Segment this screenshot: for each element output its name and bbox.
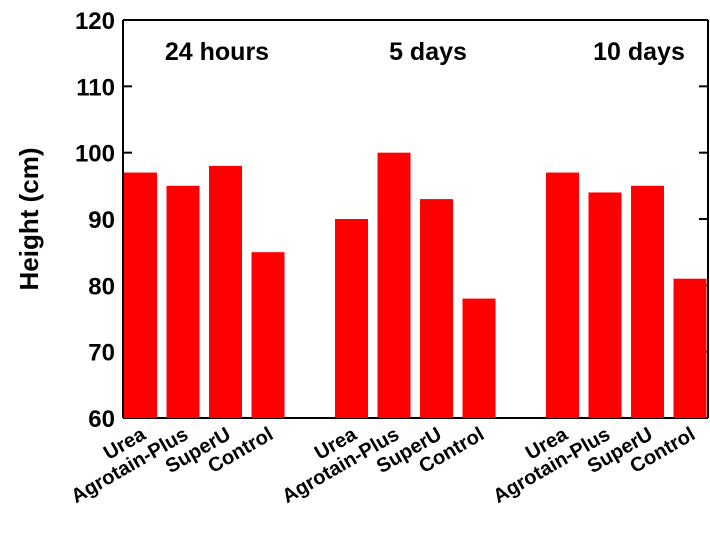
y-tick-label: 110	[76, 74, 115, 101]
bar	[209, 165, 242, 418]
group-label: 24 hours	[165, 38, 269, 66]
y-tick-label: 100	[75, 141, 115, 168]
bar	[124, 172, 157, 418]
bar	[462, 298, 496, 418]
bar	[631, 185, 664, 418]
bar	[335, 219, 368, 418]
y-tick-label: 70	[88, 340, 115, 367]
y-tick-label: 60	[88, 406, 115, 433]
bar	[166, 185, 200, 418]
bar	[673, 278, 707, 418]
bar	[546, 172, 579, 418]
group-label: 10 days	[593, 38, 685, 66]
bar	[588, 192, 622, 418]
y-axis-title: Height (cm)	[14, 148, 44, 291]
bar	[377, 152, 411, 418]
bar	[251, 252, 285, 418]
group-label: 5 days	[389, 38, 467, 66]
y-tick-label: 90	[88, 207, 115, 234]
y-tick-label: 80	[88, 273, 115, 300]
y-tick-label: 120	[75, 8, 115, 35]
bar	[420, 199, 453, 418]
